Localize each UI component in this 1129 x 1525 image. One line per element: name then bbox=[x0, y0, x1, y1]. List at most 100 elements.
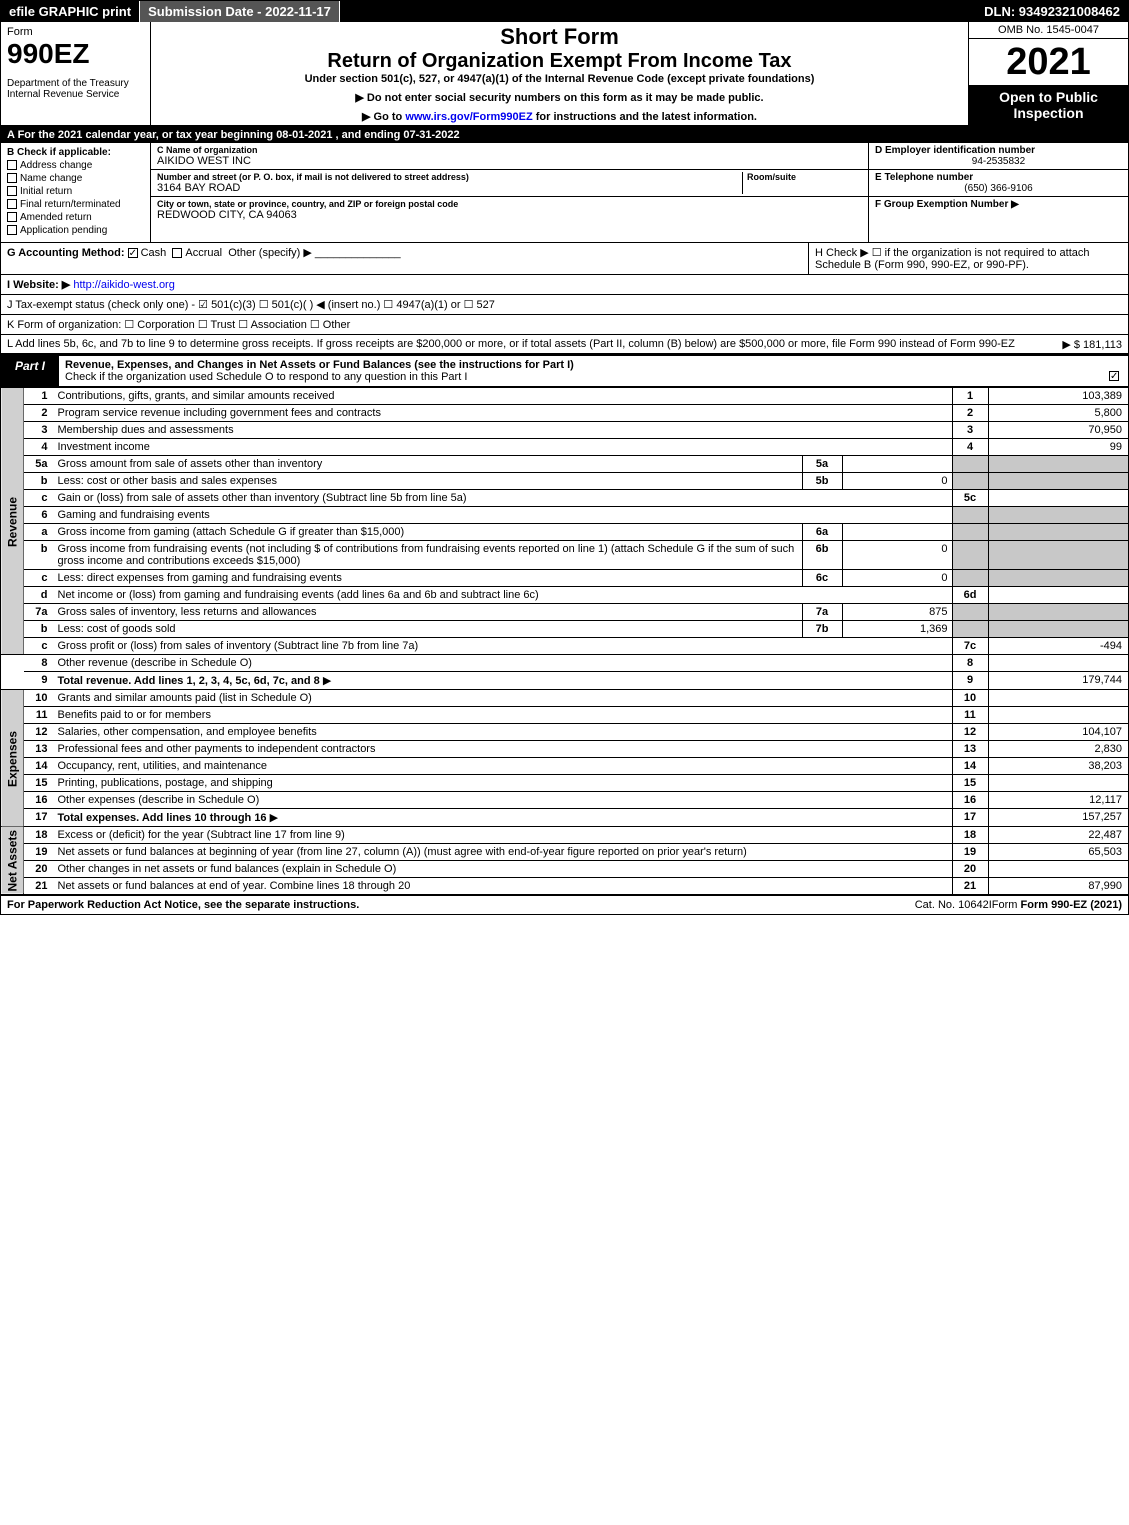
line-1-row: Revenue 1 Contributions, gifts, grants, … bbox=[1, 388, 1128, 405]
i-label: I Website: ▶ bbox=[7, 279, 70, 291]
line-7a-row: 7aGross sales of inventory, less returns… bbox=[1, 604, 1128, 621]
form-990ez-page: efile GRAPHIC print Submission Date - 20… bbox=[0, 0, 1129, 915]
header-right: OMB No. 1545-0047 2021 Open to Public In… bbox=[968, 22, 1128, 125]
line-15-row: 15Printing, publications, postage, and s… bbox=[1, 775, 1128, 792]
part-1-checkbox-icon bbox=[1109, 371, 1119, 381]
b-opt-address-change: Address change bbox=[7, 160, 144, 171]
l-text: L Add lines 5b, 6c, and 7b to line 9 to … bbox=[7, 338, 1015, 350]
form-header: Form 990EZ Department of the Treasury In… bbox=[1, 22, 1128, 127]
line-16-row: 16Other expenses (describe in Schedule O… bbox=[1, 792, 1128, 809]
footer-left: For Paperwork Reduction Act Notice, see … bbox=[7, 899, 915, 911]
part-1-title: Revenue, Expenses, and Changes in Net As… bbox=[59, 356, 1128, 386]
footer-center: Cat. No. 10642I bbox=[915, 899, 992, 911]
c-addr-label: Number and street (or P. O. box, if mail… bbox=[157, 172, 742, 182]
form-word: Form bbox=[7, 26, 144, 38]
line-5c-row: cGain or (loss) from sale of assets othe… bbox=[1, 490, 1128, 507]
tel-label: E Telephone number bbox=[875, 172, 1122, 183]
h-schedule-b: H Check ▶ ☐ if the organization is not r… bbox=[808, 243, 1128, 274]
column-c: C Name of organization AIKIDO WEST INC N… bbox=[151, 143, 868, 242]
line-17-row: 17Total expenses. Add lines 10 through 1… bbox=[1, 809, 1128, 827]
c-city-row: City or town, state or province, country… bbox=[151, 197, 868, 223]
line-20-row: 20Other changes in net assets or fund ba… bbox=[1, 861, 1128, 878]
line-6d-row: dNet income or (loss) from gaming and fu… bbox=[1, 587, 1128, 604]
line-7c-row: cGross profit or (loss) from sales of in… bbox=[1, 638, 1128, 655]
irs-link[interactable]: www.irs.gov/Form990EZ bbox=[405, 111, 532, 123]
part-1-tab: Part I bbox=[1, 356, 59, 386]
org-city: REDWOOD CITY, CA 94063 bbox=[157, 209, 862, 221]
part-1-table: Revenue 1 Contributions, gifts, grants, … bbox=[1, 387, 1128, 894]
b-opt-initial-return: Initial return bbox=[7, 186, 144, 197]
row-a-calendar-year: A For the 2021 calendar year, or tax yea… bbox=[1, 127, 1128, 143]
open-to-public: Open to Public Inspection bbox=[969, 85, 1128, 125]
line-8-row: 8Other revenue (describe in Schedule O)8 bbox=[1, 655, 1128, 672]
submission-date: Submission Date - 2022-11-17 bbox=[140, 1, 340, 22]
header-left: Form 990EZ Department of the Treasury In… bbox=[1, 22, 151, 125]
room-label: Room/suite bbox=[747, 172, 862, 182]
footer-right: Form Form 990-EZ (2021) bbox=[992, 899, 1122, 911]
f-group-row: F Group Exemption Number ▶ bbox=[869, 197, 1128, 212]
form-subtitle: Under section 501(c), 527, or 4947(a)(1)… bbox=[157, 73, 962, 85]
line-14-row: 14Occupancy, rent, utilities, and mainte… bbox=[1, 758, 1128, 775]
g-accounting: G Accounting Method: Cash Accrual Other … bbox=[1, 243, 808, 274]
accrual-checkbox-icon bbox=[172, 248, 182, 258]
line-1-desc: Contributions, gifts, grants, and simila… bbox=[54, 388, 953, 405]
form-number: 990EZ bbox=[7, 38, 144, 70]
part-1-header: Part I Revenue, Expenses, and Changes in… bbox=[1, 354, 1128, 387]
tel-value: (650) 366-9106 bbox=[875, 183, 1122, 194]
column-b: B Check if applicable: Address change Na… bbox=[1, 143, 151, 242]
website-link[interactable]: http://aikido-west.org bbox=[73, 279, 175, 291]
line-5b-row: bLess: cost or other basis and sales exp… bbox=[1, 473, 1128, 490]
accrual-label: Accrual bbox=[185, 247, 222, 259]
e-tel-row: E Telephone number (650) 366-9106 bbox=[869, 170, 1128, 197]
l-amount: ▶ $ 181,113 bbox=[1062, 338, 1122, 351]
page-footer: For Paperwork Reduction Act Notice, see … bbox=[1, 894, 1128, 914]
line-6a-row: aGross income from gaming (attach Schedu… bbox=[1, 524, 1128, 541]
part-1-title-text: Revenue, Expenses, and Changes in Net As… bbox=[65, 359, 574, 371]
line-18-row: Net Assets 18Excess or (deficit) for the… bbox=[1, 827, 1128, 844]
row-i-website: I Website: ▶ http://aikido-west.org bbox=[1, 275, 1128, 295]
row-k-form-org: K Form of organization: ☐ Corporation ☐ … bbox=[1, 315, 1128, 335]
line-3-row: 3Membership dues and assessments370,950 bbox=[1, 422, 1128, 439]
arrow-icon: ▶ bbox=[323, 675, 331, 687]
d-ein-row: D Employer identification number 94-2535… bbox=[869, 143, 1128, 170]
group-label: F Group Exemption Number ▶ bbox=[875, 199, 1122, 210]
goto-instructions: ▶ Go to www.irs.gov/Form990EZ for instru… bbox=[157, 110, 962, 123]
arrow-icon: ▶ bbox=[270, 812, 278, 824]
cash-checkbox-icon bbox=[128, 248, 138, 258]
line-11-row: 11Benefits paid to or for members11 bbox=[1, 707, 1128, 724]
goto-post: for instructions and the latest informat… bbox=[533, 111, 757, 123]
other-label: Other (specify) ▶ bbox=[228, 247, 312, 259]
efile-label: efile GRAPHIC print bbox=[1, 1, 140, 22]
line-6c-row: cLess: direct expenses from gaming and f… bbox=[1, 570, 1128, 587]
b-opt-application-pending: Application pending bbox=[7, 225, 144, 236]
line-19-row: 19Net assets or fund balances at beginni… bbox=[1, 844, 1128, 861]
line-6b-row: bGross income from fundraising events (n… bbox=[1, 541, 1128, 570]
ssn-warning: ▶ Do not enter social security numbers o… bbox=[157, 91, 962, 104]
line-21-row: 21Net assets or fund balances at end of … bbox=[1, 878, 1128, 895]
org-address: 3164 BAY ROAD bbox=[157, 182, 742, 194]
b-opt-amended-return: Amended return bbox=[7, 212, 144, 223]
b-opt-name-change: Name change bbox=[7, 173, 144, 184]
line-1-ref: 1 bbox=[952, 388, 988, 405]
line-4-row: 4Investment income499 bbox=[1, 439, 1128, 456]
short-form-title: Short Form bbox=[157, 24, 962, 50]
tax-year: 2021 bbox=[969, 39, 1128, 85]
expenses-side-label: Expenses bbox=[1, 690, 24, 827]
line-13-row: 13Professional fees and other payments t… bbox=[1, 741, 1128, 758]
line-1-amt: 103,389 bbox=[988, 388, 1128, 405]
dept-label: Department of the Treasury Internal Reve… bbox=[7, 78, 144, 100]
ein-label: D Employer identification number bbox=[875, 145, 1122, 156]
line-5a-row: 5aGross amount from sale of assets other… bbox=[1, 456, 1128, 473]
row-g-h: G Accounting Method: Cash Accrual Other … bbox=[1, 243, 1128, 275]
b-opt-final-return: Final return/terminated bbox=[7, 199, 144, 210]
omb-number: OMB No. 1545-0047 bbox=[969, 22, 1128, 39]
form-title: Return of Organization Exempt From Incom… bbox=[157, 50, 962, 73]
line-9-row: 9Total revenue. Add lines 1, 2, 3, 4, 5c… bbox=[1, 672, 1128, 690]
top-bar: efile GRAPHIC print Submission Date - 20… bbox=[1, 1, 1128, 22]
c-addr-row: Number and street (or P. O. box, if mail… bbox=[151, 170, 868, 197]
c-name-row: C Name of organization AIKIDO WEST INC bbox=[151, 143, 868, 170]
net-assets-side-label: Net Assets bbox=[1, 827, 24, 895]
line-12-row: 12Salaries, other compensation, and empl… bbox=[1, 724, 1128, 741]
g-label: G Accounting Method: bbox=[7, 247, 125, 259]
line-7b-row: bLess: cost of goods sold7b1,369 bbox=[1, 621, 1128, 638]
